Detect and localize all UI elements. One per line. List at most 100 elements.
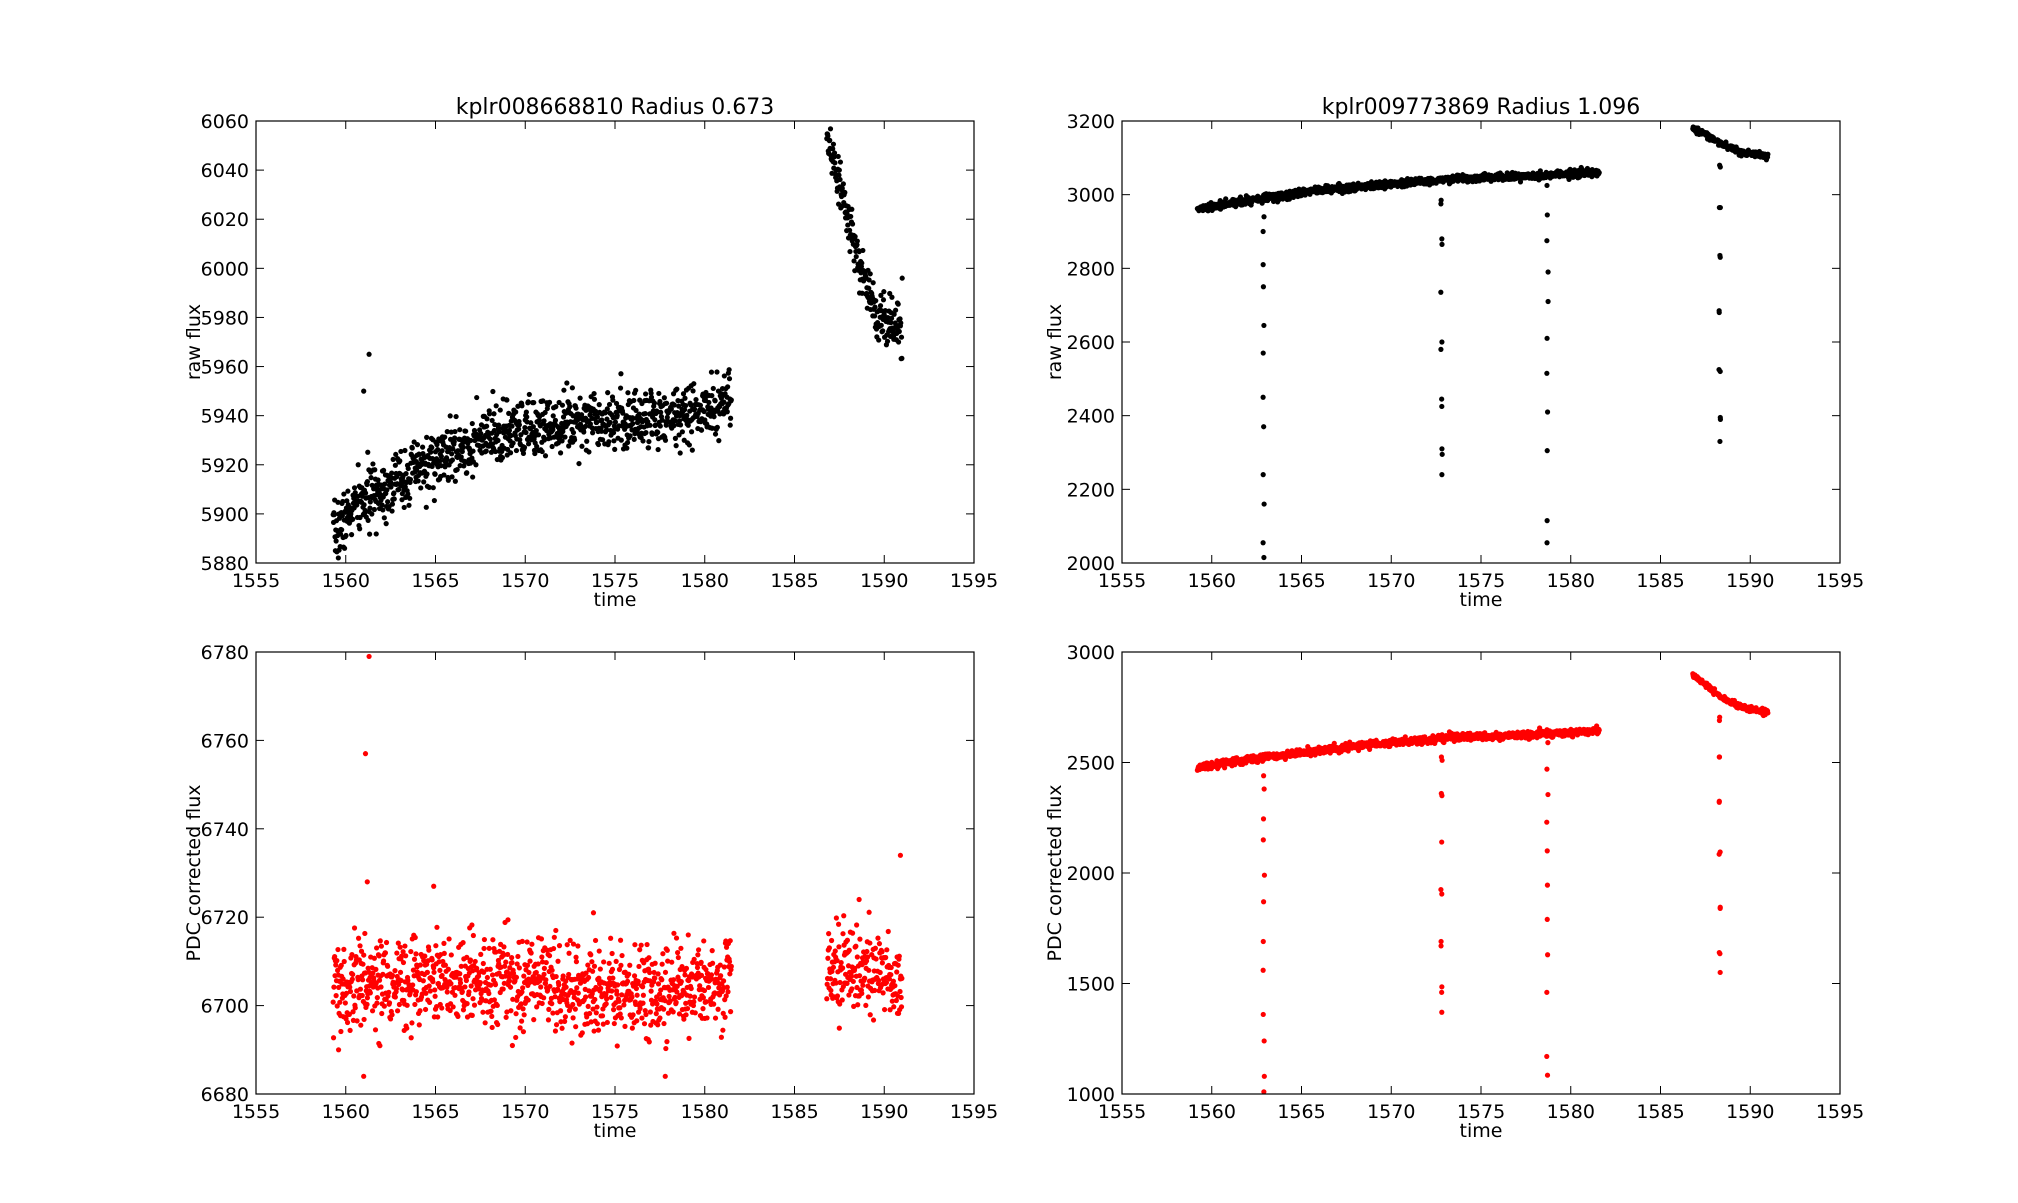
data-point (837, 176, 843, 183)
data-point (867, 271, 873, 277)
data-point (1596, 170, 1602, 176)
data-point (832, 160, 838, 166)
data-point (669, 959, 675, 965)
data-point (633, 407, 639, 413)
data-point (344, 498, 350, 504)
data-point (470, 996, 476, 1002)
data-point (334, 958, 340, 964)
data-point (441, 950, 447, 957)
data-point (392, 968, 398, 974)
data-point (879, 308, 885, 314)
data-point (618, 962, 624, 968)
data-point (362, 507, 368, 514)
data-point (557, 1008, 564, 1014)
data-point (349, 976, 355, 982)
data-point (877, 303, 884, 309)
data-point (432, 987, 438, 993)
data-point (849, 986, 855, 992)
data-point (837, 159, 844, 165)
data-point (712, 1015, 719, 1021)
data-point (392, 462, 398, 468)
data-point (567, 404, 573, 410)
data-point (339, 513, 345, 519)
data-point (585, 1003, 591, 1010)
data-point (610, 975, 616, 981)
data-point (432, 471, 438, 477)
y-axis-label: PDC corrected flux (183, 785, 205, 962)
data-point (489, 972, 496, 978)
data-point (1544, 448, 1550, 454)
data-point (1717, 438, 1723, 445)
data-point (482, 1020, 488, 1026)
data-point (836, 944, 842, 950)
data-point (1439, 396, 1445, 402)
x-tick-label: 1580 (681, 570, 729, 592)
data-point (847, 227, 853, 233)
data-point (541, 965, 548, 971)
data-point (671, 930, 677, 936)
data-point (659, 961, 665, 967)
data-point (825, 133, 831, 139)
data-point (410, 982, 416, 988)
data-point (405, 465, 411, 472)
data-point (610, 430, 617, 436)
data-point (504, 397, 510, 403)
data-point (709, 425, 715, 431)
data-point (875, 935, 881, 941)
data-point (382, 950, 389, 956)
data-point (489, 417, 495, 424)
data-point (407, 476, 414, 483)
x-axis-label: time (594, 1120, 637, 1142)
data-point (341, 545, 348, 551)
data-point (460, 444, 467, 450)
x-tick-label: 1585 (1636, 570, 1684, 592)
data-point (505, 951, 511, 958)
data-point (335, 1047, 342, 1053)
data-point (483, 448, 489, 454)
data-point (383, 521, 389, 527)
data-point (638, 942, 644, 948)
data-point (444, 429, 450, 435)
data-point (876, 337, 882, 343)
data-point (1260, 262, 1266, 268)
data-point (431, 883, 437, 889)
data-point (540, 398, 546, 404)
data-point (445, 966, 451, 972)
data-point (520, 985, 526, 991)
data-point (381, 467, 387, 473)
data-point (895, 301, 901, 307)
data-point (541, 418, 547, 424)
data-point (624, 445, 630, 451)
data-point (469, 922, 475, 928)
x-tick-label: 1555 (1098, 570, 1146, 592)
data-point (881, 1006, 888, 1013)
data-point (385, 499, 391, 505)
data-point (340, 498, 346, 505)
data-point (362, 490, 369, 496)
data-point (610, 397, 616, 403)
y-tick-label: 6700 (201, 996, 249, 1018)
data-point (694, 964, 701, 971)
x-axis-label: time (1460, 589, 1503, 611)
data-point (654, 1001, 660, 1007)
data-point (830, 964, 837, 970)
x-axis-label: time (594, 589, 637, 611)
data-point (865, 994, 871, 1000)
data-point (594, 1021, 600, 1027)
data-point (497, 407, 503, 413)
data-point (388, 484, 394, 490)
data-point (414, 442, 421, 448)
data-point (467, 957, 474, 963)
data-point (407, 495, 413, 501)
data-point (445, 477, 451, 483)
data-point (566, 443, 572, 449)
data-point (592, 408, 599, 414)
data-point (643, 430, 649, 436)
data-point (343, 532, 349, 539)
data-point (849, 206, 855, 212)
data-point (391, 496, 397, 502)
data-point (477, 979, 483, 986)
data-point (710, 385, 716, 392)
data-point (442, 434, 448, 440)
data-point (653, 1011, 659, 1017)
